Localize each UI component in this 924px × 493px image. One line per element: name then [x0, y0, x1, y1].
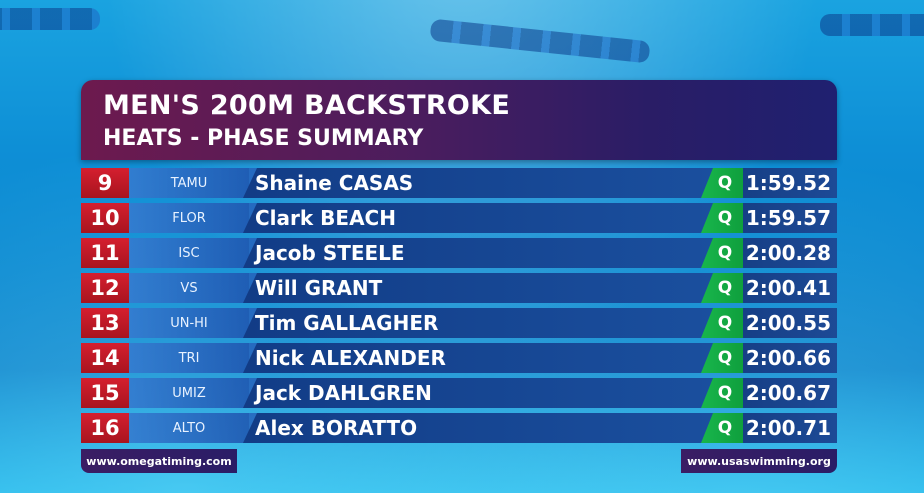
team-code: FLOR: [129, 203, 249, 233]
table-row: 13 UN-HI Tim GALLAGHER Q 2:00.55: [81, 308, 837, 338]
usa-swimming-url: www.usaswimming.org: [681, 449, 837, 473]
team-code: ALTO: [129, 413, 249, 443]
name-panel: [243, 238, 713, 268]
name-panel: [243, 378, 713, 408]
rank-badge: 15: [81, 378, 129, 408]
table-row: 15 UMIZ Jack DAHLGREN Q 2:00.67: [81, 378, 837, 408]
table-row: 16 ALTO Alex BORATTO Q 2:00.71: [81, 413, 837, 443]
time-panel: 1:59.52: [743, 168, 837, 198]
team-code: VS: [129, 273, 249, 303]
table-row: 11 ISC Jacob STEELE Q 2:00.28: [81, 238, 837, 268]
table-row: 10 FLOR Clark BEACH Q 1:59.57: [81, 203, 837, 233]
swim-time: 2:00.28: [745, 241, 831, 265]
team-code: ISC: [129, 238, 249, 268]
qualifier-badge: Q: [701, 413, 743, 443]
results-board: MEN'S 200M BACKSTROKE HEATS - PHASE SUMM…: [81, 80, 837, 475]
table-row: 12 VS Will GRANT Q 2:00.41: [81, 273, 837, 303]
rank-badge: 9: [81, 168, 129, 198]
time-panel: 1:59.57: [743, 203, 837, 233]
phase-subtitle: HEATS - PHASE SUMMARY: [103, 126, 424, 151]
swimmer-name: Jacob STEELE: [255, 241, 405, 265]
name-panel: [243, 413, 713, 443]
table-row: 9 TAMU Shaine CASAS Q 1:59.52: [81, 168, 837, 198]
time-panel: 2:00.66: [743, 343, 837, 373]
name-panel: [243, 343, 713, 373]
swim-time: 2:00.67: [745, 381, 831, 405]
time-panel: 2:00.41: [743, 273, 837, 303]
swim-time: 2:00.71: [745, 416, 831, 440]
team-code: UMIZ: [129, 378, 249, 408]
rank-badge: 10: [81, 203, 129, 233]
qualifier-badge: Q: [701, 308, 743, 338]
swim-time: 2:00.41: [745, 276, 831, 300]
swimmer-name: Tim GALLAGHER: [255, 311, 439, 335]
team-code: TAMU: [129, 168, 249, 198]
rank-badge: 13: [81, 308, 129, 338]
swimmer-name: Shaine CASAS: [255, 171, 414, 195]
swimmer-name: Nick ALEXANDER: [255, 346, 446, 370]
time-panel: 2:00.55: [743, 308, 837, 338]
board-header: MEN'S 200M BACKSTROKE HEATS - PHASE SUMM…: [81, 80, 837, 160]
rank-badge: 11: [81, 238, 129, 268]
name-panel: [243, 203, 713, 233]
rank-badge: 14: [81, 343, 129, 373]
omega-timing-url: www.omegatiming.com: [81, 449, 237, 473]
swimmer-name: Clark BEACH: [255, 206, 396, 230]
swimmer-name: Alex BORATTO: [255, 416, 418, 440]
table-row: 14 TRI Nick ALEXANDER Q 2:00.66: [81, 343, 837, 373]
time-panel: 2:00.67: [743, 378, 837, 408]
event-title: MEN'S 200M BACKSTROKE: [103, 90, 511, 121]
team-code: TRI: [129, 343, 249, 373]
name-panel: [243, 168, 713, 198]
rank-badge: 16: [81, 413, 129, 443]
time-panel: 2:00.28: [743, 238, 837, 268]
swim-time: 2:00.55: [745, 311, 831, 335]
swimmer-name: Will GRANT: [255, 276, 383, 300]
swim-time: 1:59.57: [745, 206, 831, 230]
team-code: UN-HI: [129, 308, 249, 338]
lane-rope: [820, 14, 924, 36]
lane-rope: [0, 8, 100, 30]
time-panel: 2:00.71: [743, 413, 837, 443]
name-panel: [243, 273, 713, 303]
rank-badge: 12: [81, 273, 129, 303]
swim-time: 2:00.66: [745, 346, 831, 370]
name-panel: [243, 308, 713, 338]
swim-time: 1:59.52: [745, 171, 831, 195]
swimmer-name: Jack DAHLGREN: [255, 381, 432, 405]
